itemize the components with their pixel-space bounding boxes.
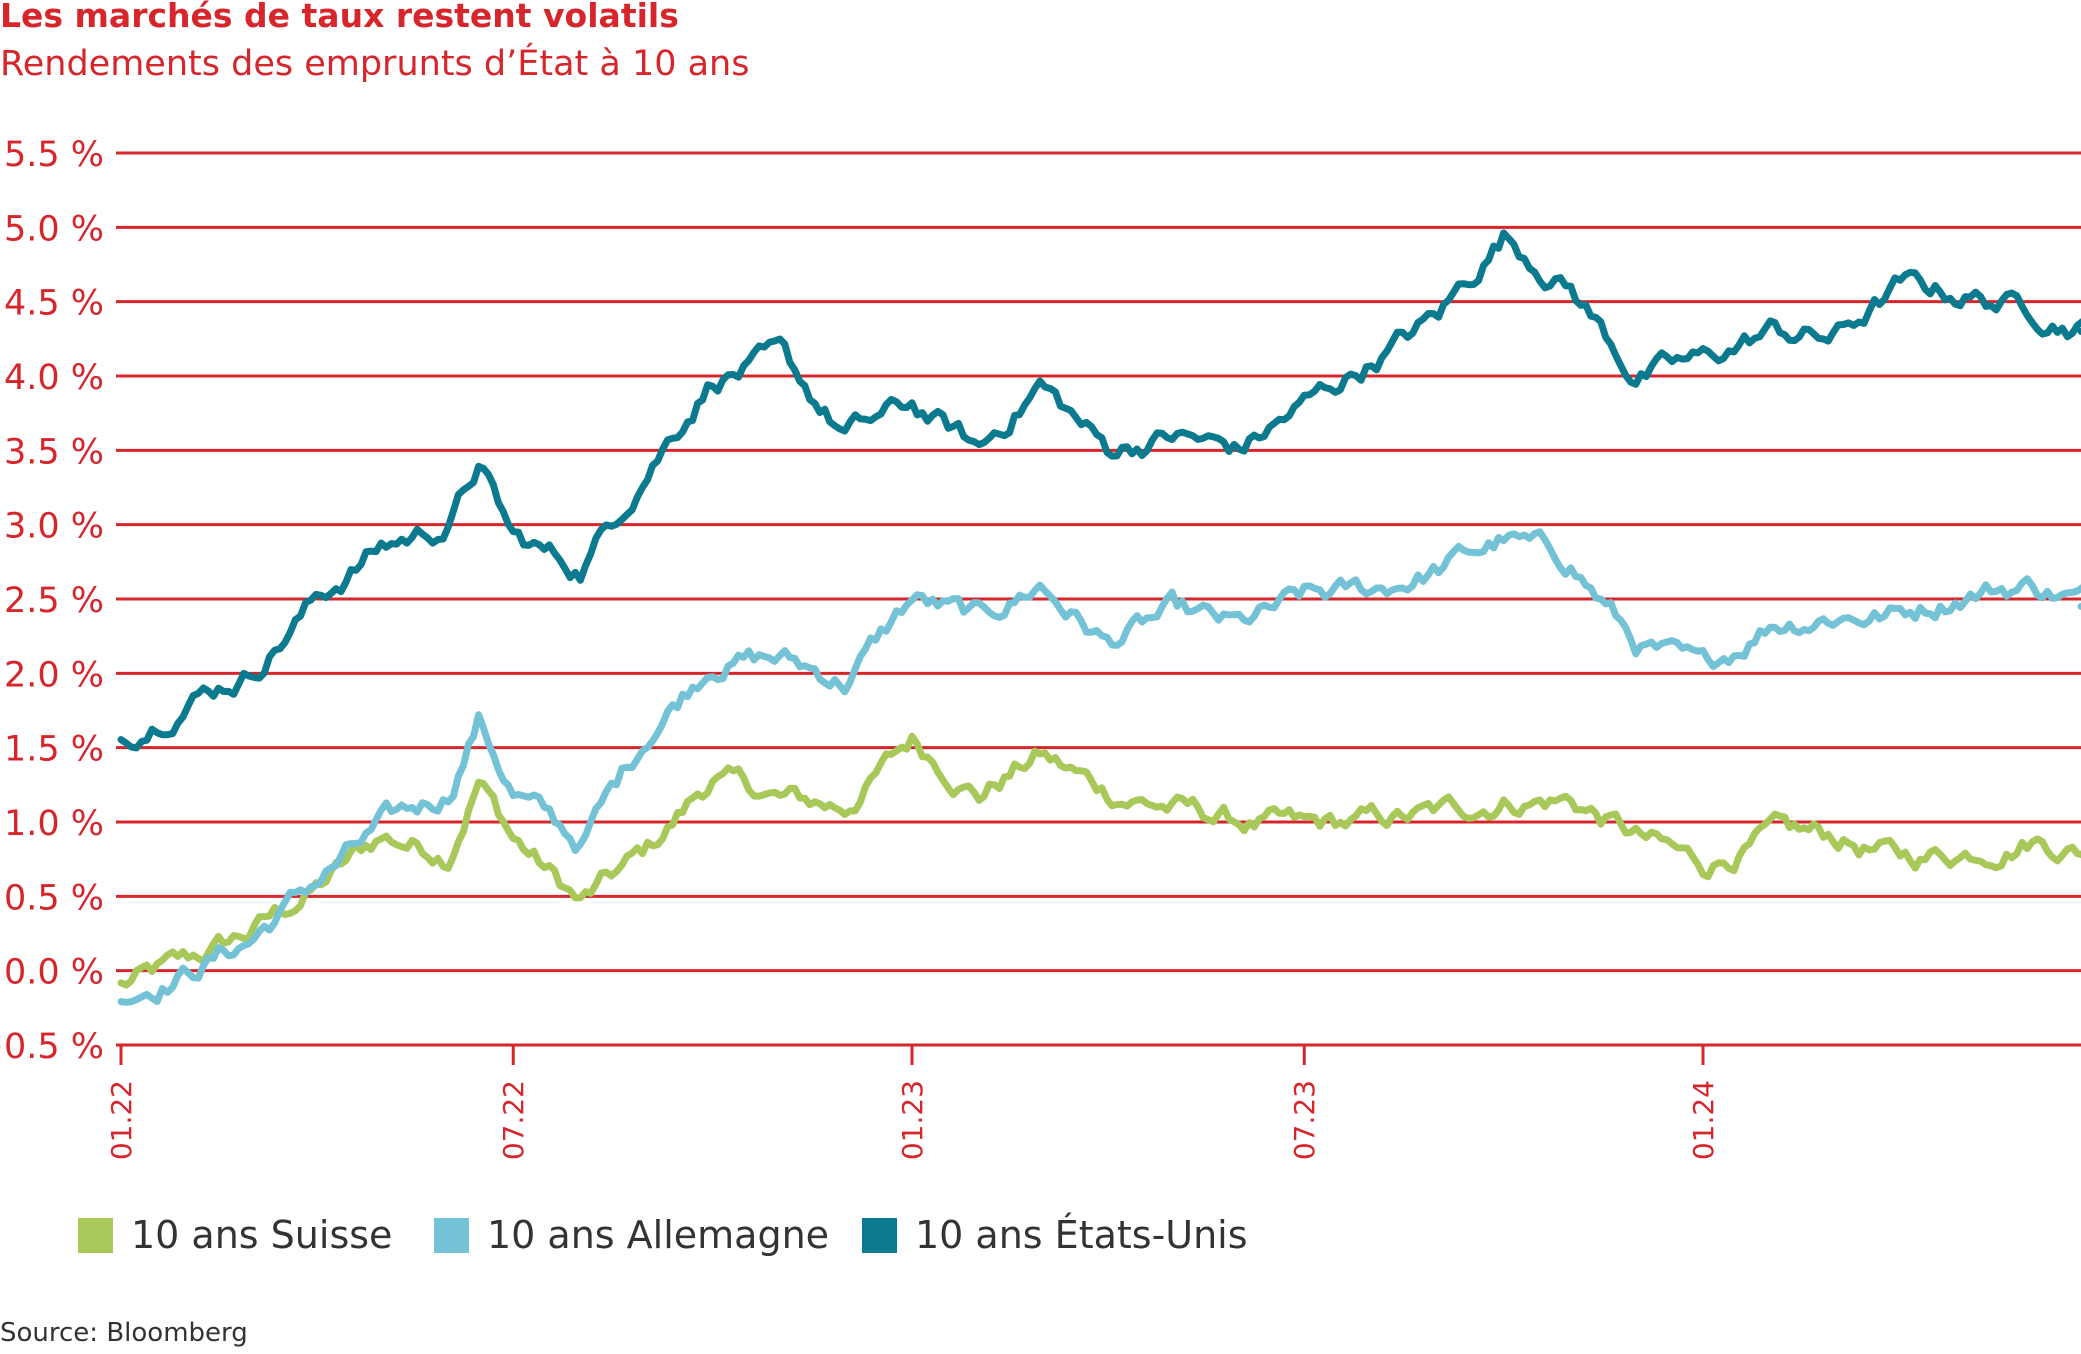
legend-item-allemagne: 10 ans Allemagne [434, 1213, 829, 1257]
legend-label-allemagne: 10 ans Allemagne [487, 1213, 830, 1257]
chart-title: Les marchés de taux restent volatils [0, 0, 679, 35]
source-note: Source: Bloomberg [0, 1318, 248, 1348]
x-tick-label: 01.22 [105, 1080, 138, 1160]
x-tick-label: 07.22 [497, 1080, 530, 1160]
y-tick-label: 1.0 % [4, 804, 104, 844]
y-tick-label: 3.5 % [4, 432, 104, 472]
legend-item-suisse: 10 ans Suisse [78, 1213, 392, 1257]
line-chart: −0.5 % 0.0 % 0.5 % 1.0 % 1.5 % 2.0 % 2.5 % 3.0 … [0, 135, 2081, 1160]
x-tick-label: 01.23 [896, 1080, 929, 1160]
series-line-allemagne [117, 528, 2081, 1006]
y-tick-label: 3.0 % [4, 507, 104, 547]
series-line-usa [117, 229, 2081, 752]
x-tick-label: 01.24 [1687, 1080, 1720, 1160]
legend-label-suisse: 10 ans Suisse [131, 1213, 393, 1257]
legend-swatch-usa [862, 1217, 897, 1253]
x-tick-label: 07.23 [1288, 1080, 1321, 1160]
y-tick-label: 5.0 % [4, 209, 104, 249]
legend-label-usa: 10 ans États-Unis [915, 1213, 1248, 1257]
legend-swatch-suisse [78, 1217, 113, 1253]
chart-subtitle: Rendements des emprunts d’État à 10 ans [0, 44, 750, 84]
y-tick-label: 2.5 % [4, 581, 104, 621]
legend-swatch-allemagne [434, 1217, 469, 1253]
y-tick-label: 1.5 % [4, 730, 104, 770]
y-tick-label: 0.0 % [4, 953, 104, 993]
series-line-suisse [117, 732, 2081, 989]
y-tick-label: 0.5 % [4, 878, 104, 918]
y-tick-label: 4.5 % [4, 284, 104, 324]
legend-item-usa: 10 ans États-Unis [862, 1213, 1248, 1257]
y-tick-label: −0.5 % [0, 1027, 104, 1067]
y-tick-label: 4.0 % [4, 358, 104, 398]
y-tick-label: 2.0 % [4, 655, 104, 695]
y-tick-label: 5.5 % [4, 135, 104, 175]
